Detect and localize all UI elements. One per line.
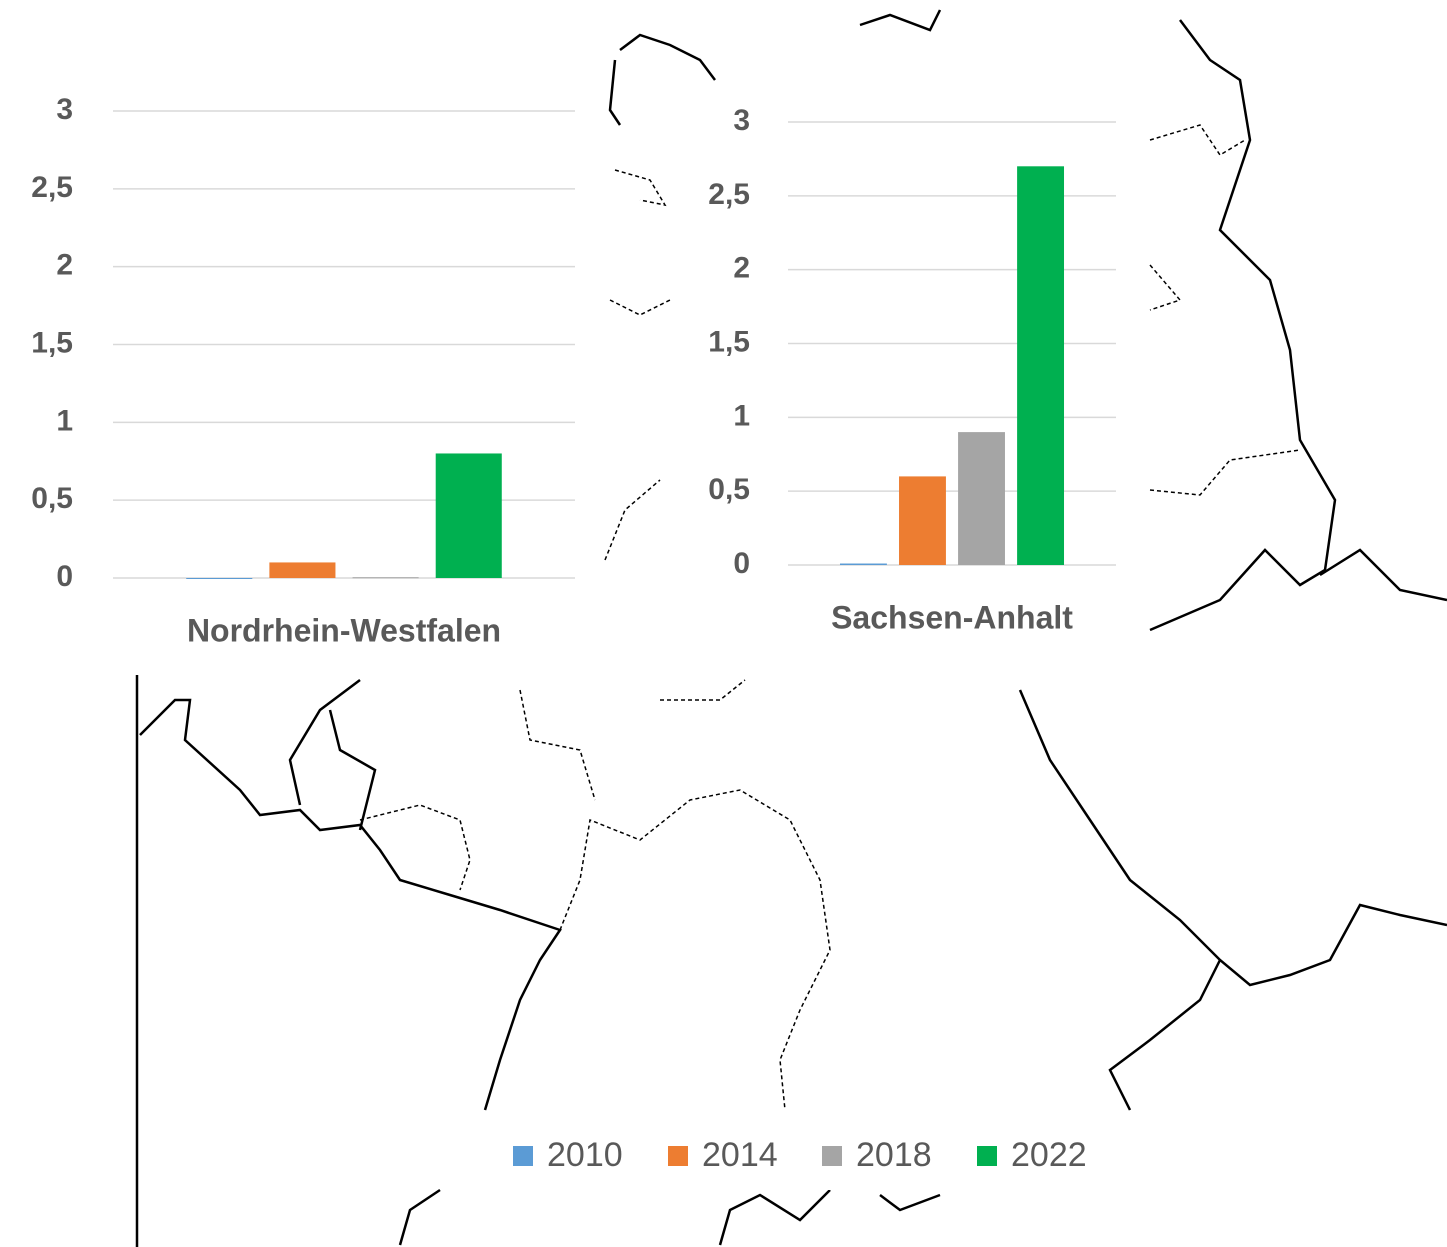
chart-title: Nordrhein-Westfalen <box>187 612 501 648</box>
legend-background <box>480 1118 1130 1190</box>
chart-background <box>690 100 1145 665</box>
bar <box>1017 166 1065 566</box>
y-tick-label: 1,5 <box>31 326 73 359</box>
legend-label: 2022 <box>1011 1136 1087 1174</box>
y-tick-label: 2 <box>733 252 750 285</box>
y-tick-label: 2 <box>56 249 73 282</box>
bar <box>839 563 887 565</box>
legend-swatch <box>668 1146 688 1166</box>
y-tick-label: 0 <box>733 547 750 580</box>
map-background <box>135 9 1447 1247</box>
legend-swatch <box>513 1146 533 1166</box>
y-tick-label: 2,5 <box>708 178 750 211</box>
y-tick-label: 2,5 <box>31 171 73 204</box>
legend-label: 2010 <box>547 1136 623 1174</box>
bar <box>186 578 253 579</box>
y-tick-label: 1 <box>733 399 750 432</box>
bar <box>435 453 502 578</box>
legend-label: 2014 <box>702 1136 778 1174</box>
legend-swatch <box>977 1146 997 1166</box>
bar <box>958 432 1005 565</box>
legend-swatch <box>822 1146 842 1166</box>
y-tick-label: 3 <box>56 93 73 126</box>
y-tick-label: 1,5 <box>708 325 750 358</box>
y-tick-label: 0 <box>56 560 73 593</box>
bar <box>899 476 946 565</box>
bar <box>352 577 419 579</box>
y-tick-label: 0,5 <box>31 482 73 515</box>
y-tick-label: 1 <box>56 404 73 437</box>
bar <box>269 562 336 578</box>
y-tick-label: 0,5 <box>708 473 750 506</box>
y-tick-label: 3 <box>733 104 750 137</box>
chart-title: Sachsen-Anhalt <box>831 599 1073 635</box>
legend-label: 2018 <box>856 1136 932 1174</box>
